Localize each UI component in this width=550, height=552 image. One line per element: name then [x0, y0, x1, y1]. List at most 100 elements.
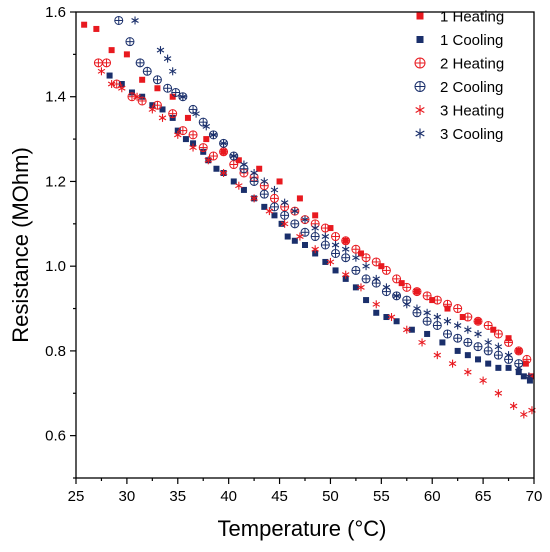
marker-spoke [494, 344, 503, 350]
data-point [433, 351, 442, 360]
marker-spoke [202, 123, 211, 129]
marker-spoke [301, 217, 309, 223]
data-point [331, 248, 341, 258]
data-point [301, 215, 309, 224]
data-point [372, 274, 380, 283]
legend-item: 2 Cooling [414, 79, 503, 96]
data-point [522, 354, 532, 364]
data-point [454, 347, 461, 354]
data-point [174, 130, 182, 139]
data-point [108, 47, 115, 54]
legend-item: 3 Heating [415, 103, 504, 120]
data-point [408, 326, 415, 333]
marker-spoke [433, 314, 442, 320]
data-point [418, 338, 426, 347]
data-point [490, 326, 497, 333]
x-tick-label: 60 [424, 488, 441, 505]
data-point [184, 114, 191, 121]
data-point [357, 250, 364, 257]
data-point [93, 25, 100, 32]
data-point [509, 401, 518, 410]
marker-spoke [158, 115, 167, 121]
marker-spoke [156, 47, 165, 53]
data-point [250, 168, 258, 177]
data-point [230, 178, 237, 185]
data-point [280, 210, 290, 220]
data-point [443, 317, 452, 326]
axes: 25 30 35 40 45 50 55 60 65 70 0.6 0.8 1.0 1.2 1.4 1.6 [45, 4, 542, 505]
data-point [300, 227, 310, 237]
data-point [378, 263, 385, 270]
marker-spoke [291, 208, 299, 214]
data-point [475, 356, 482, 363]
data-point [178, 126, 188, 136]
data-point [81, 21, 88, 28]
legend: 1 Heating 1 Cooling 2 Heating 2 Cooling 3 He… [414, 9, 504, 143]
marker-spoke [362, 263, 370, 269]
data-point [463, 337, 473, 347]
data-point [453, 333, 463, 343]
data-point [448, 359, 457, 368]
data-point [473, 316, 483, 326]
data-point [432, 320, 442, 330]
series-3-cooling [131, 16, 533, 381]
data-point [432, 295, 442, 305]
data-point [331, 241, 340, 249]
data-point [393, 318, 400, 325]
data-point [235, 181, 243, 190]
data-point [372, 300, 380, 309]
data-point [352, 284, 359, 291]
marker-spoke [260, 178, 269, 184]
marker-spoke [415, 107, 425, 113]
legend-item: 1 Heating [416, 9, 504, 26]
marker-spoke [372, 301, 380, 307]
data-point [527, 373, 534, 380]
data-point [163, 83, 173, 93]
data-point [169, 93, 176, 100]
data-point [235, 157, 242, 164]
data-point [495, 364, 502, 371]
data-point [174, 127, 181, 134]
data-point [439, 339, 446, 346]
data-point [209, 130, 218, 139]
data-point [321, 232, 330, 241]
marker-spoke [352, 255, 360, 261]
marker-spoke [230, 153, 238, 159]
legend-item: 2 Heating [414, 56, 504, 73]
data-point [320, 223, 330, 233]
marker-spoke [479, 378, 487, 384]
data-point [106, 72, 113, 79]
data-point [202, 122, 211, 131]
data-point [464, 352, 471, 359]
marker-spoke [265, 208, 274, 214]
data-point [504, 337, 514, 347]
data-point [515, 369, 522, 376]
legend-marker [415, 105, 425, 115]
data-point [403, 325, 411, 334]
data-point [326, 257, 335, 266]
data-point [250, 194, 258, 203]
series-2-cooling [114, 15, 524, 369]
marker-spoke [270, 187, 279, 193]
data-point [256, 165, 263, 172]
marker-spoke [382, 284, 391, 290]
data-point [474, 329, 482, 338]
marker-spoke [209, 132, 218, 138]
marker-spoke [250, 170, 258, 176]
data-point [203, 136, 210, 143]
marker-spoke [484, 339, 492, 345]
marker-spoke [311, 246, 319, 252]
data-point [311, 245, 319, 254]
marker-spoke [403, 327, 411, 333]
data-point [127, 92, 137, 102]
data-point [371, 257, 381, 267]
data-point [271, 212, 278, 219]
data-point [459, 314, 466, 321]
data-point [402, 282, 412, 292]
marker-spoke [403, 301, 411, 307]
data-point [442, 299, 452, 309]
marker-spoke [423, 310, 431, 316]
data-point [208, 151, 218, 161]
data-point [381, 265, 391, 275]
data-point [453, 321, 462, 330]
